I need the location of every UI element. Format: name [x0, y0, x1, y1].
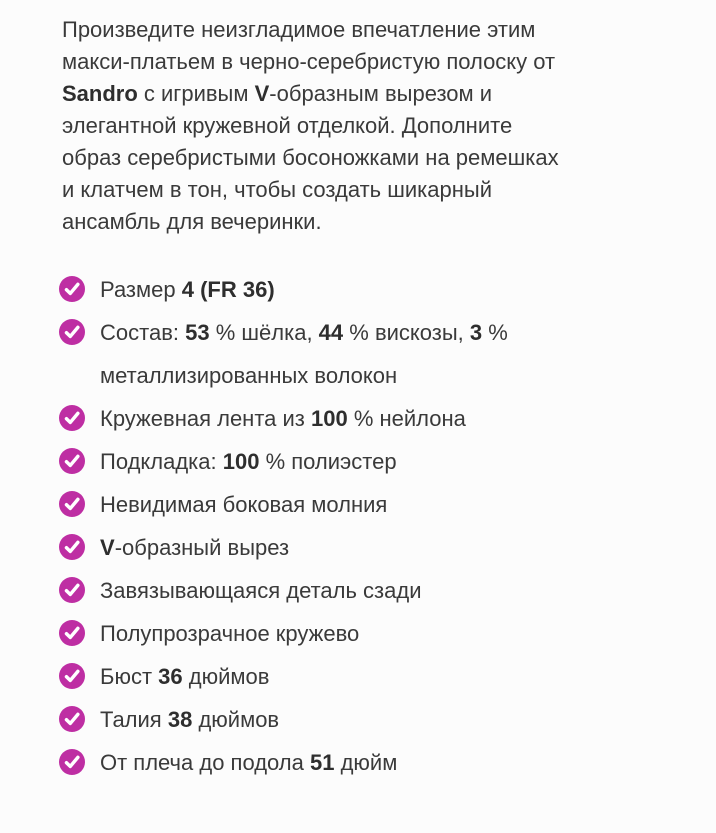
- text-segment: элегантной кружевной отделкой. Дополните: [62, 113, 513, 138]
- feature-list-item: От плеча до подола 51 дюйм: [59, 741, 676, 784]
- feature-line: Бюст 36 дюймов: [100, 655, 269, 698]
- description-line: Sandro с игривым V-образным вырезом и: [62, 78, 676, 110]
- feature-list-item: Подкладка: 100 % полиэстер: [59, 440, 676, 483]
- text-segment: макси-платьем в черно-серебристую полоск…: [62, 49, 556, 74]
- text-segment: Бюст: [100, 664, 159, 689]
- feature-line: V-образный вырез: [100, 526, 289, 569]
- feature-list-item: Завязывающаяся деталь сзади: [59, 569, 676, 612]
- text-segment: Размер: [100, 277, 182, 302]
- feature-list: Размер 4 (FR 36) Состав: 53 % шёлка, 44 …: [0, 268, 716, 784]
- check-circle-icon: [59, 620, 85, 646]
- text-segment-bold: 100: [311, 406, 348, 431]
- text-segment: металлизированных волокон: [100, 363, 398, 388]
- check-circle-icon: [59, 534, 85, 560]
- text-segment: Невидимая боковая молния: [100, 492, 388, 517]
- text-segment-bold: 4 (FR 36): [181, 277, 275, 302]
- feature-text: Состав: 53 % шёлка, 44 % вискозы, 3 % мет…: [100, 311, 508, 397]
- feature-line: Кружевная лента из 100 % нейлона: [100, 397, 466, 440]
- check-circle-icon: [59, 491, 85, 517]
- feature-text: Размер 4 (FR 36): [100, 268, 275, 311]
- text-segment-bold: 3: [469, 320, 483, 345]
- text-segment: -образный вырез: [114, 535, 290, 560]
- check-circle-icon: [59, 276, 85, 302]
- feature-list-item: Полупрозрачное кружево: [59, 612, 676, 655]
- text-segment: % нейлона: [347, 406, 466, 431]
- description-line: элегантной кружевной отделкой. Дополните: [62, 110, 676, 142]
- check-circle-icon: [59, 663, 85, 689]
- check-circle-icon: [59, 749, 85, 775]
- feature-line: Завязывающаяся деталь сзади: [100, 569, 422, 612]
- feature-list-item: V-образный вырез: [59, 526, 676, 569]
- description-line: макси-платьем в черно-серебристую полоск…: [62, 46, 676, 78]
- feature-text: Бюст 36 дюймов: [100, 655, 269, 698]
- text-segment: образ серебристыми босоножками на ремешк…: [62, 145, 559, 170]
- feature-text: От плеча до подола 51 дюйм: [100, 741, 397, 784]
- text-segment: и клатчем в тон, чтобы создать шикарный: [62, 177, 493, 202]
- feature-line: Невидимая боковая молния: [100, 483, 387, 526]
- text-segment: дюйм: [334, 750, 398, 775]
- text-segment: %: [482, 320, 508, 345]
- text-segment: -образным вырезом и: [269, 81, 493, 106]
- feature-text: Полупрозрачное кружево: [100, 612, 359, 655]
- text-segment: % вискозы,: [343, 320, 470, 345]
- text-segment: с игривым: [137, 81, 255, 106]
- text-segment-bold: V: [100, 535, 115, 560]
- text-segment: дюймов: [192, 707, 280, 732]
- feature-text: Завязывающаяся деталь сзади: [100, 569, 422, 612]
- text-segment: Состав:: [100, 320, 186, 345]
- feature-line: Талия 38 дюймов: [100, 698, 279, 741]
- text-segment: Полупрозрачное кружево: [100, 621, 360, 646]
- text-segment-bold: 51: [310, 750, 335, 775]
- text-segment: ансамбль для вечеринки.: [62, 209, 322, 234]
- product-description: Произведите неизгладимое впечатление эти…: [0, 0, 716, 238]
- feature-list-item: Размер 4 (FR 36): [59, 268, 676, 311]
- feature-list-item: Талия 38 дюймов: [59, 698, 676, 741]
- text-segment: % шёлка,: [209, 320, 319, 345]
- feature-list-item: Бюст 36 дюймов: [59, 655, 676, 698]
- description-line: образ серебристыми босоножками на ремешк…: [62, 142, 676, 174]
- text-segment: дюймов: [182, 664, 270, 689]
- text-segment-bold: Sandro: [62, 81, 138, 106]
- feature-line: металлизированных волокон: [100, 354, 508, 397]
- description-line: Произведите неизгладимое впечатление эти…: [62, 14, 676, 46]
- feature-line: Полупрозрачное кружево: [100, 612, 359, 655]
- text-segment: % полиэстер: [259, 449, 397, 474]
- text-segment: Талия: [100, 707, 168, 732]
- text-segment-bold: 38: [167, 707, 193, 732]
- check-circle-icon: [59, 706, 85, 732]
- feature-line: Размер 4 (FR 36): [100, 268, 275, 311]
- feature-text: Подкладка: 100 % полиэстер: [100, 440, 397, 483]
- text-segment: От плеча до подола: [100, 750, 310, 775]
- feature-text: Талия 38 дюймов: [100, 698, 279, 741]
- text-segment: Произведите неизгладимое впечатление эти…: [62, 17, 536, 42]
- description-line: и клатчем в тон, чтобы создать шикарный: [62, 174, 676, 206]
- feature-line: Подкладка: 100 % полиэстер: [100, 440, 397, 483]
- text-segment-bold: 100: [222, 449, 260, 474]
- text-segment: Кружевная лента из: [100, 406, 311, 431]
- description-line: ансамбль для вечеринки.: [62, 206, 676, 238]
- check-circle-icon: [59, 577, 85, 603]
- feature-text: Невидимая боковая молния: [100, 483, 387, 526]
- check-circle-icon: [59, 319, 85, 345]
- text-segment-bold: V: [254, 81, 270, 106]
- text-segment-bold: 44: [318, 320, 344, 345]
- text-segment-bold: 36: [158, 664, 183, 689]
- feature-list-item: Состав: 53 % шёлка, 44 % вискозы, 3 % мет…: [59, 311, 676, 397]
- check-circle-icon: [59, 405, 85, 431]
- text-segment-bold: 53: [185, 320, 210, 345]
- feature-text: Кружевная лента из 100 % нейлона: [100, 397, 466, 440]
- text-segment: Подкладка:: [100, 449, 223, 474]
- feature-text: V-образный вырез: [100, 526, 289, 569]
- feature-list-item: Невидимая боковая молния: [59, 483, 676, 526]
- feature-line: От плеча до подола 51 дюйм: [100, 741, 397, 784]
- feature-list-item: Кружевная лента из 100 % нейлона: [59, 397, 676, 440]
- check-circle-icon: [59, 448, 85, 474]
- feature-line: Состав: 53 % шёлка, 44 % вискозы, 3 %: [100, 311, 508, 354]
- text-segment: Завязывающаяся деталь сзади: [100, 578, 422, 603]
